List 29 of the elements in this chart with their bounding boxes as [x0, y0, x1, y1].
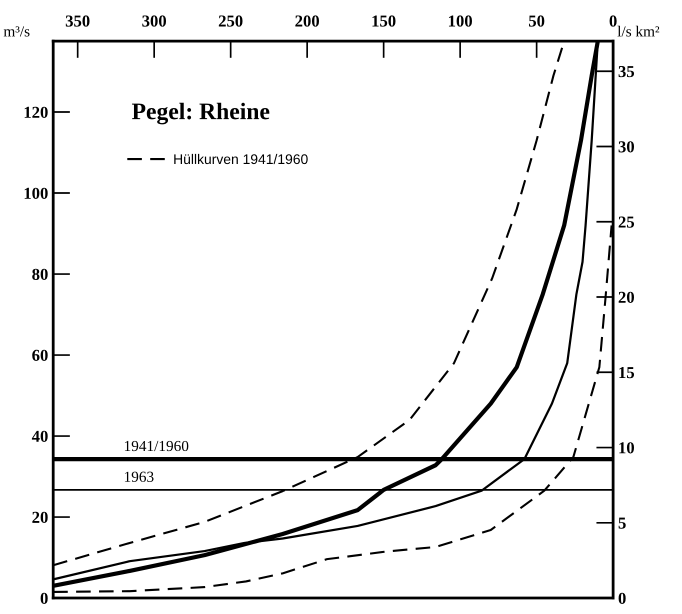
y-tick-label: 100 [24, 188, 48, 199]
x-tick-label: 50 [528, 15, 544, 27]
y-tick-label: 40 [32, 430, 48, 442]
y-tick-label: 0 [40, 592, 48, 604]
y2-tick-label: 15 [619, 367, 634, 378]
y2-tick-label: 30 [618, 141, 634, 152]
x-tick-label: 150 [372, 15, 396, 27]
legend-label: Hüllkurven 1941/1960 [174, 154, 308, 164]
y2-tick-label: 25 [618, 216, 634, 228]
annotation: 1963 [124, 472, 154, 482]
y2-axis-title: l/s km² [618, 26, 660, 37]
y-tick-label: 120 [24, 106, 48, 118]
y2-tick-label: 35 [618, 66, 634, 78]
x-tick-label: 0 [610, 15, 617, 27]
x-tick-label: 300 [142, 15, 166, 27]
y-tick-label: 60 [32, 350, 48, 361]
y2-tick-label: 5 [618, 518, 626, 529]
annotation: 1941/1960 [124, 440, 188, 452]
text: Pegel: Rheine [132, 102, 270, 124]
x-tick-label: 100 [448, 15, 472, 27]
y2-tick-label: 0 [618, 592, 626, 604]
y-tick-label: 20 [32, 512, 48, 523]
x-tick-label: 350 [66, 15, 90, 27]
x-tick-label: 200 [295, 15, 320, 27]
x-tick-label: 250 [218, 15, 243, 27]
y2-tick-label: 20 [618, 292, 634, 303]
y-tick-label: 80 [32, 268, 48, 280]
y-axis-title: m³/s [4, 26, 30, 37]
y2-tick-label: 10 [619, 442, 634, 454]
